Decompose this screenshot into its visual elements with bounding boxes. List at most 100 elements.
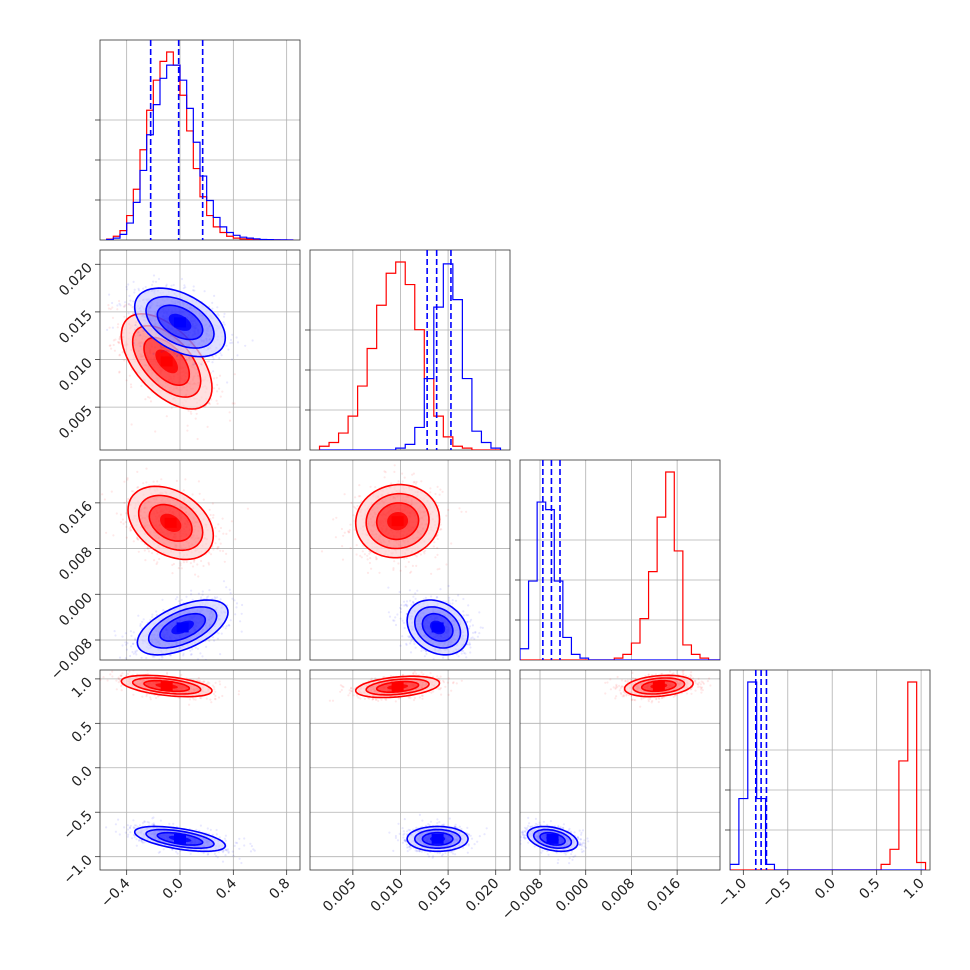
sample-point bbox=[202, 498, 205, 501]
sample-point bbox=[192, 285, 195, 288]
sample-point bbox=[399, 644, 402, 647]
sample-point bbox=[235, 606, 238, 609]
sample-point bbox=[412, 600, 415, 603]
sample-point bbox=[129, 525, 132, 529]
sample-point bbox=[354, 506, 357, 509]
sample-point bbox=[434, 492, 437, 496]
sample-point bbox=[193, 289, 196, 292]
sample-point bbox=[182, 489, 185, 492]
sample-point bbox=[374, 486, 377, 489]
sample-point bbox=[220, 354, 223, 357]
sample-point bbox=[200, 596, 203, 599]
sample-point bbox=[197, 575, 200, 578]
sample-point bbox=[368, 561, 371, 565]
sample-point bbox=[468, 643, 471, 646]
sample-point bbox=[236, 354, 239, 357]
sample-point bbox=[130, 386, 133, 389]
sample-point bbox=[228, 411, 231, 414]
sample-point bbox=[468, 625, 472, 628]
sample-point bbox=[118, 337, 121, 340]
sample-point bbox=[229, 338, 233, 342]
sample-point bbox=[132, 642, 135, 645]
sample-point bbox=[130, 529, 133, 532]
sample-point bbox=[222, 580, 226, 583]
sample-point bbox=[370, 567, 373, 570]
hist-blue bbox=[730, 681, 926, 870]
sample-point bbox=[216, 546, 219, 549]
sample-point bbox=[240, 612, 243, 615]
sample-point bbox=[191, 648, 194, 651]
sample-point bbox=[369, 485, 372, 488]
sample-point bbox=[369, 551, 372, 554]
sample-point bbox=[207, 561, 210, 565]
density-peak bbox=[164, 517, 177, 528]
sample-point bbox=[165, 283, 168, 286]
sample-point bbox=[123, 480, 126, 483]
sample-point bbox=[205, 596, 208, 599]
sample-point bbox=[160, 350, 163, 353]
sample-point bbox=[109, 307, 112, 311]
sample-point bbox=[209, 553, 213, 556]
sample-point bbox=[139, 345, 142, 348]
sample-point bbox=[226, 381, 229, 384]
sample-point bbox=[231, 333, 234, 336]
sample-point bbox=[175, 479, 178, 482]
sample-point bbox=[423, 552, 426, 555]
sample-point bbox=[211, 301, 214, 304]
sample-point bbox=[355, 553, 358, 556]
sample-point bbox=[137, 331, 140, 334]
sample-point bbox=[137, 538, 140, 541]
sample-point bbox=[132, 642, 135, 646]
sample-point bbox=[361, 550, 364, 553]
sample-point bbox=[430, 595, 433, 598]
sample-point bbox=[235, 602, 239, 605]
sample-point bbox=[152, 274, 156, 277]
sample-point bbox=[142, 342, 145, 345]
sample-point bbox=[233, 373, 236, 376]
sample-point bbox=[137, 289, 141, 292]
sample-point bbox=[179, 562, 182, 565]
sample-point bbox=[182, 287, 185, 290]
sample-point bbox=[194, 646, 197, 649]
contour-line bbox=[145, 295, 215, 349]
sample-point bbox=[120, 659, 123, 660]
sample-point bbox=[160, 346, 163, 349]
sample-point bbox=[438, 567, 441, 571]
sample-point bbox=[349, 523, 352, 526]
sample-point bbox=[218, 530, 221, 533]
sample-point bbox=[360, 556, 363, 559]
sample-point bbox=[118, 302, 121, 305]
sample-point bbox=[116, 304, 119, 307]
sample-point bbox=[126, 477, 129, 480]
sample-point bbox=[420, 649, 423, 653]
sample-point bbox=[148, 484, 151, 487]
sample-point bbox=[360, 500, 363, 503]
sample-point bbox=[241, 603, 244, 607]
sample-point bbox=[218, 357, 221, 360]
sample-point bbox=[128, 527, 131, 530]
sample-point bbox=[409, 571, 412, 574]
sample-point bbox=[152, 352, 155, 355]
sample-point bbox=[134, 650, 137, 653]
sample-point bbox=[225, 586, 228, 589]
sample-point bbox=[403, 476, 406, 479]
panel-frame bbox=[519, 459, 721, 661]
sample-point bbox=[193, 560, 196, 563]
sample-point bbox=[462, 649, 465, 653]
sample-point bbox=[220, 632, 223, 635]
sample-point bbox=[404, 565, 407, 568]
sample-point bbox=[429, 491, 432, 494]
sample-point bbox=[420, 480, 423, 483]
hist-red bbox=[730, 681, 927, 870]
density-peak bbox=[391, 516, 404, 527]
sample-point bbox=[156, 552, 159, 555]
sample-point bbox=[374, 556, 378, 559]
sample-point bbox=[133, 288, 136, 291]
sample-point bbox=[230, 358, 233, 361]
sample-point bbox=[124, 632, 127, 635]
sample-point bbox=[147, 337, 150, 340]
sample-point bbox=[134, 638, 137, 641]
sample-point bbox=[151, 615, 154, 619]
contour-line bbox=[156, 304, 204, 341]
sample-point bbox=[207, 360, 210, 363]
